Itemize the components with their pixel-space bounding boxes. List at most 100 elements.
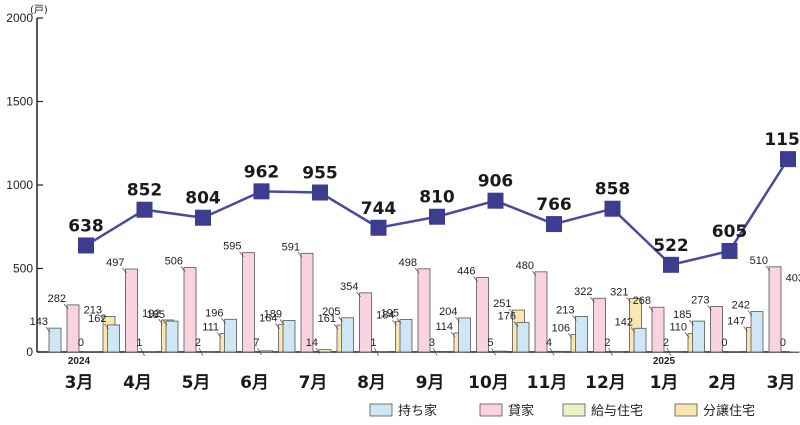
bar-0-11 <box>692 320 705 353</box>
x-tick-label: 6月 <box>240 373 269 393</box>
bar-value-label: 5 <box>487 337 493 349</box>
bar-1-7 <box>476 277 489 353</box>
bar-value-label: 185 <box>673 309 691 321</box>
total-point-marker <box>604 200 621 217</box>
bar-value-label: 162 <box>88 313 106 325</box>
bar-value-label: 242 <box>732 300 750 312</box>
bar-value-label: 205 <box>322 306 340 318</box>
bar-label-leader <box>315 347 321 354</box>
bar-value-label: 446 <box>457 266 475 278</box>
bar-value-label: 14 <box>306 337 318 349</box>
bar-0-12 <box>750 311 764 353</box>
total-value-label: 1155 <box>764 130 800 150</box>
bar-value-label: 213 <box>84 304 102 316</box>
year-label: 2025 <box>653 356 676 367</box>
legend-label: 分譲住宅 <box>703 403 755 419</box>
total-value-label: 522 <box>653 236 689 256</box>
bar-value-label: 7 <box>253 337 259 349</box>
bar-label-leader <box>333 323 339 330</box>
bar-label-leader <box>549 347 555 356</box>
bar-label-leader <box>198 347 204 356</box>
total-value-label: 605 <box>712 222 748 242</box>
bar-label-leader <box>491 347 496 356</box>
bar-label-leader <box>63 303 69 310</box>
bar-value-label: 0 <box>721 337 727 349</box>
chart-legend: 持ち家 貸家 給与住宅 分譲住宅 <box>369 403 755 419</box>
bar-value-label: 106 <box>552 322 570 334</box>
bar-value-label: 498 <box>399 257 417 269</box>
bar-value-label: 273 <box>691 294 709 306</box>
bar-0-3 <box>224 318 237 353</box>
bar-0-5 <box>341 317 354 353</box>
bar-value-label: 176 <box>498 311 516 323</box>
total-point-marker <box>136 201 153 218</box>
bar-2-11 <box>728 351 741 353</box>
year-label: 2024 <box>68 356 91 367</box>
bar-label-leader <box>99 315 105 321</box>
bar-2-8 <box>552 350 566 353</box>
bar-label-leader <box>221 318 226 324</box>
bar-label-leader <box>279 319 285 325</box>
legend-swatch <box>369 403 393 417</box>
bar-value-label: 3 <box>429 337 435 349</box>
bar-value-label: 185 <box>147 309 165 321</box>
chart-bars: 1432820213162497119218550621111965957164… <box>30 241 800 356</box>
x-tick-label: 11月 <box>527 373 568 393</box>
bar-label-leader <box>162 319 168 326</box>
bar-label-leader <box>338 316 343 322</box>
total-value-label: 852 <box>127 181 163 201</box>
x-tick-label: 1月 <box>650 373 679 393</box>
bar-0-10 <box>633 327 647 353</box>
bar-label-leader <box>765 265 771 272</box>
bar-0-8 <box>516 322 530 353</box>
bar-value-label: 1 <box>136 337 142 349</box>
bar-label-leader <box>626 297 631 303</box>
bar-value-label: 189 <box>264 308 282 320</box>
bar-label-leader <box>356 291 361 298</box>
bar-1-6 <box>417 268 431 353</box>
y-tick-label: 0 <box>26 345 33 359</box>
x-tick-label: 12月 <box>585 373 626 393</box>
y-tick-label: 2000 <box>6 11 33 25</box>
bar-value-label: 251 <box>493 298 511 310</box>
bar-label-leader <box>450 331 456 338</box>
x-tick-label: 8月 <box>357 373 386 393</box>
total-point-marker <box>370 219 387 236</box>
x-tick-label: 4月 <box>123 373 152 393</box>
bar-1-11 <box>710 306 723 353</box>
bar-label-leader <box>590 297 595 303</box>
bar-2-6 <box>435 351 449 353</box>
bar-label-leader <box>689 319 694 326</box>
bar-value-label: 192 <box>142 308 160 320</box>
x-tick-label: 9月 <box>416 373 445 393</box>
bar-value-label: 1 <box>370 337 376 349</box>
bar-value-label: 161 <box>318 313 336 325</box>
bar-label-leader <box>257 347 262 356</box>
bar-value-label: 595 <box>223 241 241 253</box>
total-value-label: 906 <box>478 172 514 192</box>
bar-value-label: 480 <box>516 260 534 272</box>
bar-2-2 <box>201 351 215 353</box>
y-axis-unit: (戸) <box>30 4 48 16</box>
bar-label-leader <box>414 267 420 274</box>
total-value-label: 962 <box>244 162 280 182</box>
bar-value-label: 322 <box>574 286 592 298</box>
bar-value-label: 184 <box>376 309 394 321</box>
total-value-label: 955 <box>302 164 338 184</box>
total-point-marker <box>546 216 562 233</box>
bar-value-label: 506 <box>165 255 183 267</box>
x-tick-label: 2月 <box>708 373 737 393</box>
bar-value-label: 213 <box>556 304 574 316</box>
bar-value-label: 0 <box>78 337 84 349</box>
x-tick-label: 5月 <box>182 373 211 393</box>
bar-value-label: 142 <box>615 316 633 328</box>
legend-swatch <box>562 403 586 417</box>
total-point-marker <box>663 256 679 273</box>
y-tick-label: 500 <box>13 262 33 276</box>
bar-label-leader <box>374 347 379 356</box>
bar-value-label: 510 <box>750 255 768 267</box>
legend-label: 給与住宅 <box>591 404 643 419</box>
x-tick-label: 3月 <box>767 373 796 393</box>
